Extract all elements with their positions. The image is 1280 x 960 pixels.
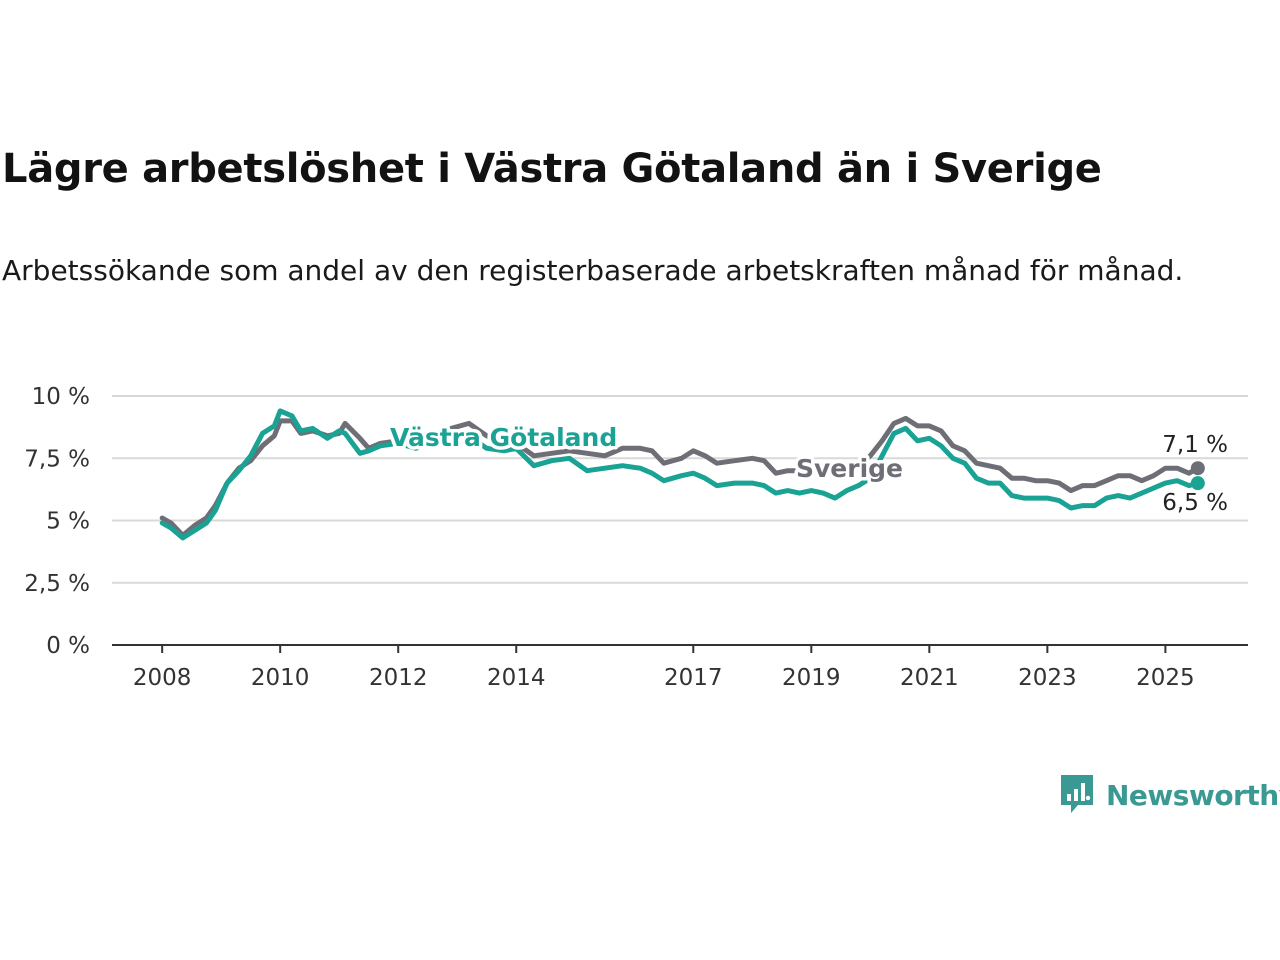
- end-point-marker: [1190, 461, 1205, 476]
- series-name-label: Sverige: [796, 454, 903, 483]
- series-lines: [159, 408, 1205, 541]
- y-tick-label: 2,5 %: [24, 571, 90, 597]
- series-name-label: Västra Götaland: [390, 423, 617, 452]
- y-tick-label: 7,5 %: [24, 446, 90, 472]
- x-tick-label: 2017: [664, 665, 723, 691]
- chart-title: Lägre arbetslöshet i Västra Götaland än …: [2, 146, 1102, 192]
- line-chart: 0 % 2,5 % 5 % 7,5 % 10 % 2008 2010 2012 2014 201…: [24, 384, 1248, 691]
- newsworthy-logo-icon: [1061, 775, 1093, 813]
- x-tick-label: 2014: [487, 665, 546, 691]
- end-point-marker: [1190, 476, 1205, 491]
- x-tick-label: 2008: [133, 665, 192, 691]
- y-axis: 0 % 2,5 % 5 % 7,5 % 10 %: [24, 384, 90, 659]
- y-tick-label: 5 %: [46, 509, 90, 535]
- x-tick-label: 2023: [1018, 665, 1077, 691]
- x-tick-label: 2010: [251, 665, 310, 691]
- chart-subtitle: Arbetssökande som andel av den registerb…: [2, 254, 1184, 287]
- brand-name: Newsworthy: [1106, 778, 1280, 812]
- end-value-label: 7,1 %: [1162, 432, 1228, 458]
- x-axis: 2008 2010 2012 2014 2017 2019 2021 2023 2025: [112, 644, 1248, 691]
- x-tick-label: 2021: [900, 665, 959, 691]
- end-value-label: 6,5 %: [1162, 490, 1228, 516]
- x-tick-label: 2012: [369, 665, 428, 691]
- series-labels: 7,1 % 6,5 % Västra Götaland Sverige: [387, 420, 1229, 517]
- x-tick-label: 2019: [782, 665, 841, 691]
- series-line-vastra-gotaland: [159, 408, 1201, 541]
- y-tick-label: 10 %: [32, 384, 90, 410]
- y-tick-label: 0 %: [46, 633, 90, 659]
- newsworthy-brand: Newsworthy: [1058, 773, 1280, 817]
- x-tick-label: 2025: [1136, 665, 1195, 691]
